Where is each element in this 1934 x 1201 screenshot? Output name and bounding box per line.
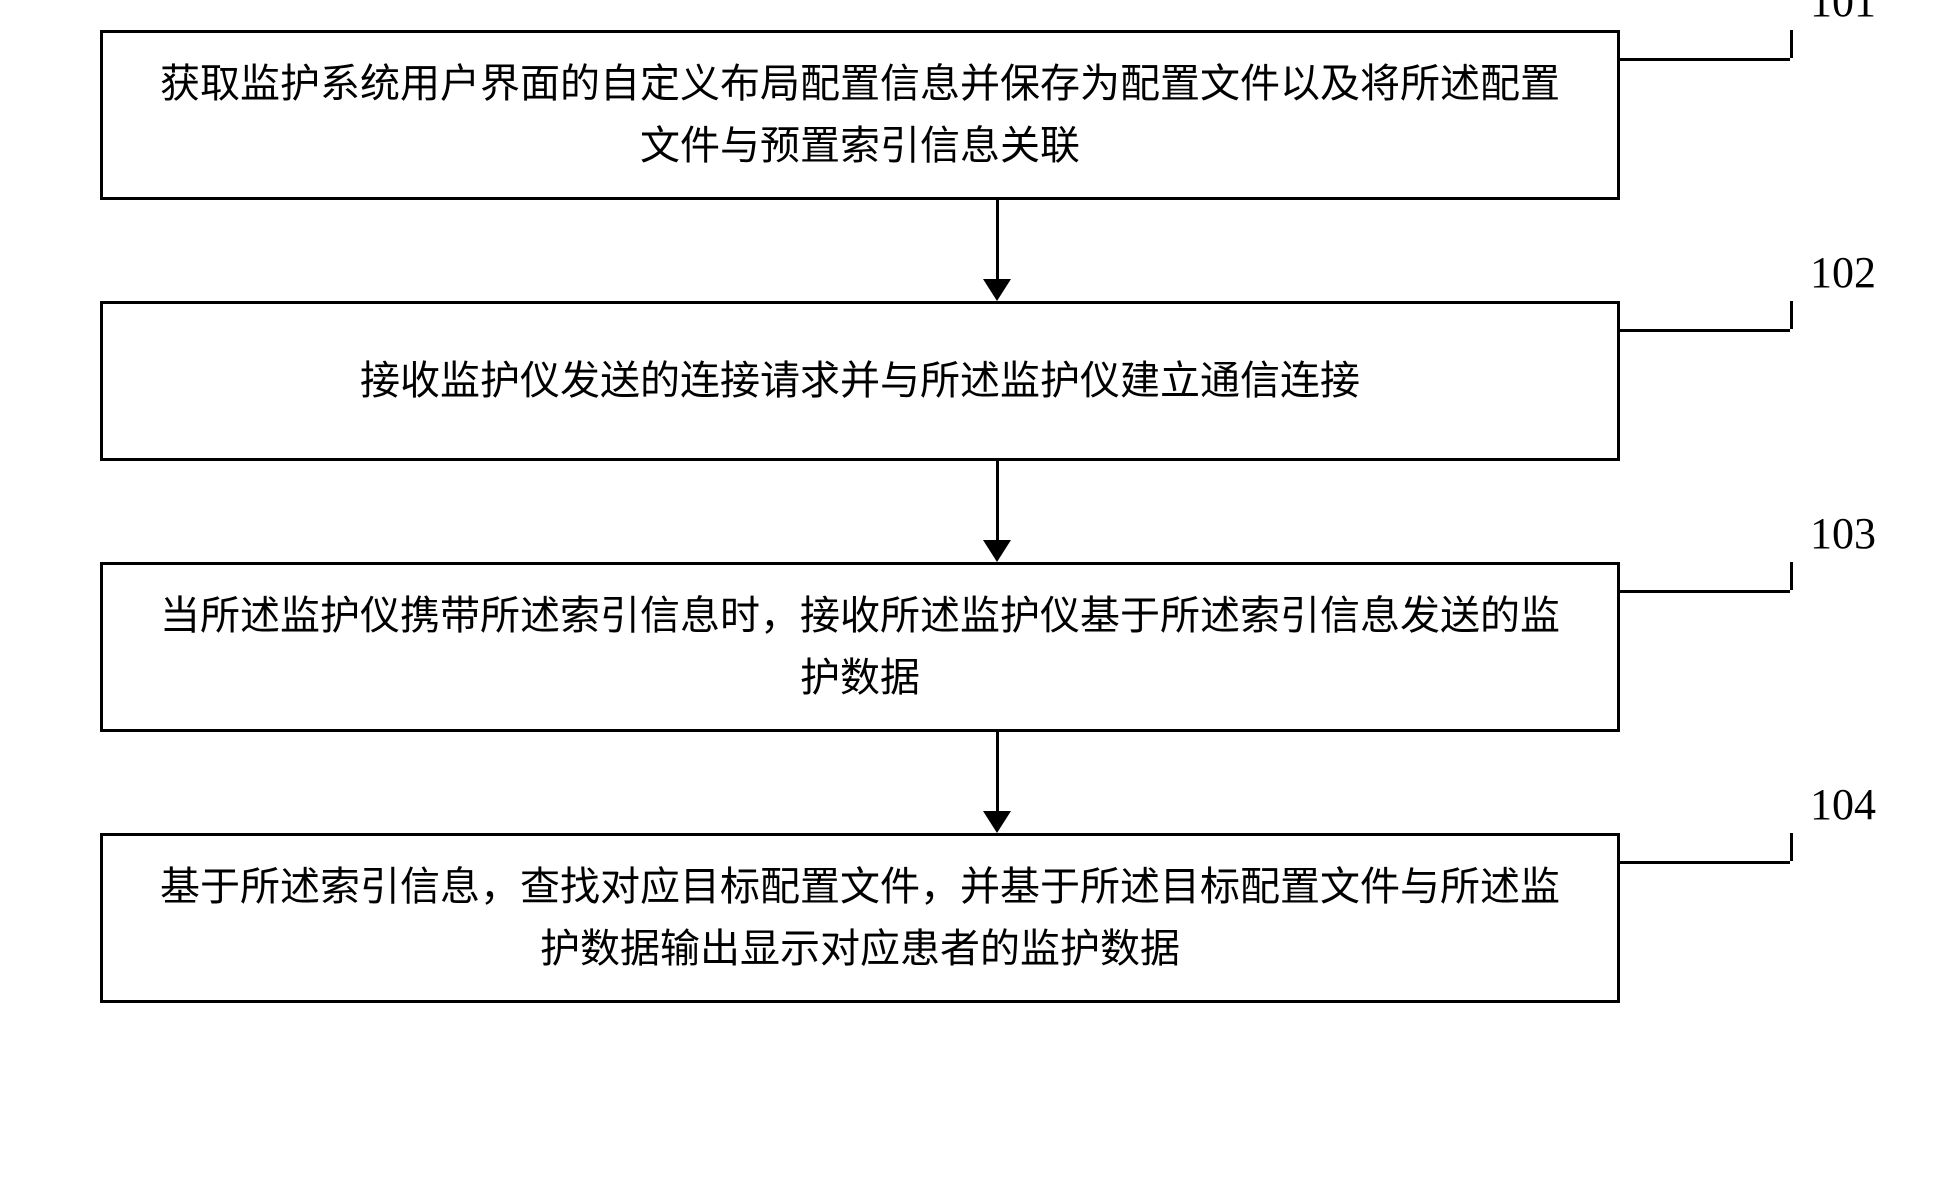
flow-row: 当所述监护仪携带所述索引信息时，接收所述监护仪基于所述索引信息发送的监护数据 1…: [40, 562, 1894, 732]
step-label: 101: [1810, 0, 1876, 27]
flow-row: 获取监护系统用户界面的自定义布局配置信息并保存为配置文件以及将所述配置文件与预置…: [40, 30, 1894, 200]
flow-row: 基于所述索引信息，查找对应目标配置文件，并基于所述目标配置文件与所述监护数据输出…: [40, 833, 1894, 1003]
step-box-104: 基于所述索引信息，查找对应目标配置文件，并基于所述目标配置文件与所述监护数据输出…: [100, 833, 1620, 1003]
step-box-103: 当所述监护仪携带所述索引信息时，接收所述监护仪基于所述索引信息发送的监护数据: [100, 562, 1620, 732]
connector-104: 104: [1620, 833, 1880, 993]
arrow-head-icon: [983, 279, 1011, 301]
step-label: 104: [1810, 779, 1876, 830]
step-box-102: 接收监护仪发送的连接请求并与所述监护仪建立通信连接: [100, 301, 1620, 461]
arrow-down: [237, 461, 1757, 562]
flow-row: 接收监护仪发送的连接请求并与所述监护仪建立通信连接 102: [40, 301, 1894, 461]
arrow-down: [237, 732, 1757, 833]
step-label: 103: [1810, 508, 1876, 559]
arrow-head-icon: [983, 811, 1011, 833]
arrow-head-icon: [983, 540, 1011, 562]
connector-103: 103: [1620, 562, 1880, 722]
step-label: 102: [1810, 247, 1876, 298]
step-text: 当所述监护仪携带所述索引信息时，接收所述监护仪基于所述索引信息发送的监护数据: [143, 585, 1577, 709]
arrow-down: [237, 200, 1757, 301]
step-text: 接收监护仪发送的连接请求并与所述监护仪建立通信连接: [360, 350, 1360, 412]
flowchart-container: 获取监护系统用户界面的自定义布局配置信息并保存为配置文件以及将所述配置文件与预置…: [40, 30, 1894, 1003]
step-box-101: 获取监护系统用户界面的自定义布局配置信息并保存为配置文件以及将所述配置文件与预置…: [100, 30, 1620, 200]
step-text: 获取监护系统用户界面的自定义布局配置信息并保存为配置文件以及将所述配置文件与预置…: [143, 53, 1577, 177]
connector-101: 101: [1620, 30, 1880, 190]
connector-102: 102: [1620, 301, 1880, 461]
step-text: 基于所述索引信息，查找对应目标配置文件，并基于所述目标配置文件与所述监护数据输出…: [143, 856, 1577, 980]
